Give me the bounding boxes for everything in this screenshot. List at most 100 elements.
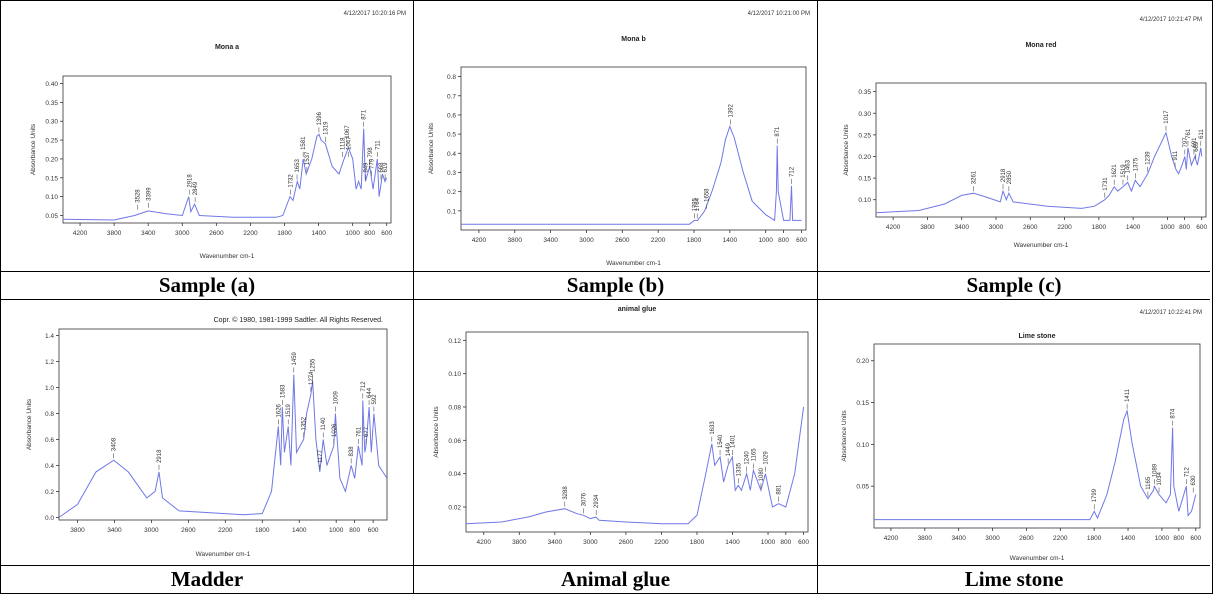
peak-label: 1177 bbox=[318, 449, 324, 463]
peak-label: 761 bbox=[356, 426, 362, 437]
y-tick-label: 0.5 bbox=[447, 132, 456, 139]
x-axis-label: Wavenumber cm-1 bbox=[200, 253, 255, 260]
spectrum-chart-lime-stone: 4/12/2017 10:22:41 PM Lime stone 0.05 0.10 0… bbox=[841, 310, 1202, 562]
peak-label: 644 bbox=[367, 387, 373, 398]
y-tick-label: 0.12 bbox=[448, 338, 461, 345]
peak-label: 1026 bbox=[332, 423, 338, 437]
peak-label: 1658 bbox=[705, 188, 711, 202]
x-tick-label: 1800 bbox=[1087, 535, 1102, 542]
y-axis-label: Absorbance Units bbox=[30, 123, 37, 175]
peak-label: 1633 bbox=[710, 421, 716, 435]
peak-label: 1375 bbox=[1133, 157, 1139, 171]
x-tick-label: 1000 bbox=[1160, 224, 1175, 231]
peak-label: 1352 bbox=[302, 416, 308, 430]
y-tick-label: 0.25 bbox=[45, 138, 58, 145]
x-tick-label: 1000 bbox=[758, 237, 773, 244]
x-tick-label: 2600 bbox=[1023, 224, 1038, 231]
y-tick-label: 0.4 bbox=[447, 151, 456, 158]
x-tick-label: 1400 bbox=[1121, 535, 1136, 542]
panel-sample-c: 4/12/2017 10:21:47 PM Mona red 0.10 0.15 0.2… bbox=[818, 1, 1210, 272]
peak-label: 611 bbox=[1199, 129, 1205, 139]
x-tick-label: 3400 bbox=[548, 539, 563, 546]
x-tick-label: 3000 bbox=[579, 237, 594, 244]
panel-lime-stone: 4/12/2017 10:22:41 PM Lime stone 0.05 0.10 0… bbox=[818, 300, 1210, 566]
x-tick-label: 1000 bbox=[1155, 535, 1170, 542]
y-tick-label: 0.10 bbox=[858, 197, 871, 204]
x-tick-label: 3800 bbox=[918, 535, 933, 542]
chart-title: Mona a bbox=[215, 44, 239, 51]
peak-label: 881 bbox=[777, 484, 783, 495]
x-tick-label: 2200 bbox=[243, 230, 258, 237]
peak-label: 630 bbox=[1191, 475, 1197, 486]
x-tick-label: 3400 bbox=[954, 224, 969, 231]
chart-title: animal glue bbox=[618, 306, 657, 313]
peak-label: 1396 bbox=[317, 111, 323, 125]
spectrum-line bbox=[58, 374, 388, 518]
x-tick-label: 600 bbox=[1196, 224, 1207, 231]
x-tick-label: 3800 bbox=[512, 539, 527, 546]
x-tick-label: 3000 bbox=[583, 539, 598, 546]
x-tick-label: 3000 bbox=[989, 224, 1004, 231]
peak-label: 677 bbox=[364, 426, 370, 437]
y-tick-label: 0.10 bbox=[45, 194, 58, 201]
y-tick-label: 0.8 bbox=[447, 74, 456, 81]
peak-label: 1009 bbox=[333, 390, 339, 404]
peak-label: 1795 bbox=[692, 197, 698, 211]
y-tick-label: 0.35 bbox=[858, 89, 871, 96]
peak-label: 2849 bbox=[193, 181, 199, 195]
spectrum-chart-madder: Copr. © 1980, 1981-1999 Sadtler. All Rig… bbox=[26, 316, 388, 558]
x-tick-label: 3800 bbox=[70, 527, 85, 534]
y-tick-label: 0.08 bbox=[448, 405, 461, 412]
x-axis-label: Wavenumber cm-1 bbox=[606, 260, 661, 267]
y-tick-label: 0.20 bbox=[856, 358, 869, 365]
panel-madder: Copr. © 1980, 1981-1999 Sadtler. All Rig… bbox=[1, 300, 414, 566]
x-tick-label: 3000 bbox=[985, 535, 1000, 542]
peak-label: 1411 bbox=[1125, 388, 1131, 402]
peak-label: 2850 bbox=[1007, 170, 1013, 184]
x-tick-label: 1000 bbox=[345, 230, 360, 237]
x-tick-label: 2200 bbox=[1057, 224, 1072, 231]
peak-label: 711 bbox=[375, 140, 381, 150]
x-tick-label: 2600 bbox=[181, 527, 196, 534]
peak-label: 1537 bbox=[305, 151, 311, 165]
peak-label: 1799 bbox=[1092, 488, 1098, 502]
x-tick-label: 600 bbox=[796, 237, 807, 244]
x-tick-label: 1400 bbox=[725, 539, 740, 546]
peak-label: 1731 bbox=[1103, 177, 1109, 191]
x-tick-label: 1800 bbox=[255, 527, 270, 534]
y-tick-label: 1.4 bbox=[45, 333, 54, 340]
y-tick-label: 0.7 bbox=[447, 93, 456, 100]
peak-label: 838 bbox=[349, 446, 355, 457]
x-tick-label: 3400 bbox=[543, 237, 558, 244]
peak-label: 668 bbox=[379, 162, 385, 173]
peak-label: 1392 bbox=[729, 103, 735, 117]
peak-label: 2918 bbox=[157, 449, 163, 463]
peak-label: 1626 bbox=[276, 403, 282, 417]
x-tick-label: 3000 bbox=[175, 230, 190, 237]
x-axis-label: Wavenumber cm-1 bbox=[1014, 242, 1069, 249]
panel-animal-glue: animal glue 0.02 0.04 0.06 0.08 0.10 0.12 4200 3… bbox=[414, 300, 818, 566]
x-tick-label: 1000 bbox=[761, 539, 776, 546]
x-tick-label: 2200 bbox=[654, 539, 669, 546]
spectrum-chart-sample-a: 4/12/2017 10:20:16 PM Mona a 0.05 0.10 0.15 0… bbox=[30, 11, 406, 260]
y-tick-label: 0.20 bbox=[858, 154, 871, 161]
plot-frame bbox=[62, 75, 392, 224]
peak-label: 1463 bbox=[1126, 159, 1132, 173]
y-tick-label: 0.15 bbox=[856, 400, 869, 407]
y-tick-label: 0.05 bbox=[856, 484, 869, 491]
y-tick-label: 0.4 bbox=[45, 463, 54, 470]
peak-label: 1335 bbox=[736, 462, 742, 476]
x-tick-label: 2200 bbox=[651, 237, 666, 244]
x-tick-label: 2600 bbox=[615, 237, 630, 244]
y-tick-label: 0.2 bbox=[447, 189, 456, 196]
peak-label: 1621 bbox=[1112, 164, 1118, 178]
timestamp-label: 4/12/2017 10:21:47 PM bbox=[1140, 17, 1202, 23]
plot-frame bbox=[875, 82, 1207, 218]
x-tick-label: 1400 bbox=[311, 230, 326, 237]
x-tick-label: 2600 bbox=[209, 230, 224, 237]
y-tick-label: 0.40 bbox=[45, 81, 58, 88]
spectrum-line bbox=[461, 124, 802, 225]
peak-label: 3261 bbox=[972, 170, 978, 184]
spectrum-chart-animal-glue: animal glue 0.02 0.04 0.06 0.08 0.10 0.12 4200 3… bbox=[433, 306, 809, 546]
